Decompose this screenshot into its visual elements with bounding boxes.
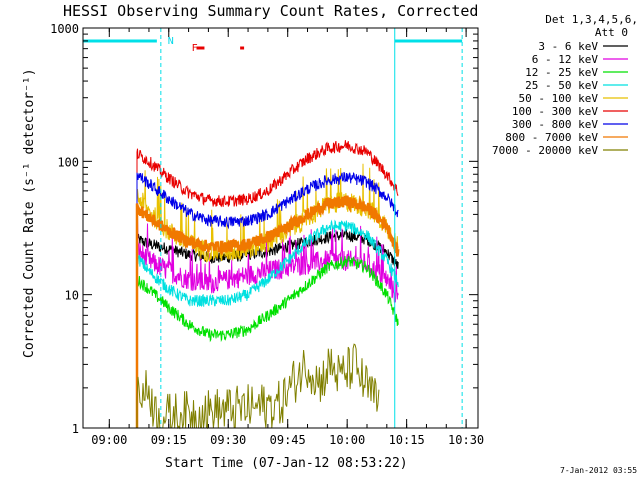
- series-7000-20000kev: [136, 343, 380, 430]
- series-300-800kev: [136, 171, 399, 428]
- series-100-300kev: [136, 140, 399, 428]
- series-line: [136, 343, 380, 430]
- overlay-layer: NF: [83, 28, 463, 428]
- series-3-6kev: [136, 229, 399, 428]
- series-layer: [135, 140, 400, 430]
- y-tick-label: 100: [57, 155, 79, 169]
- y-axis-label: Corrected Count Rate (s⁻¹ detector⁻¹): [22, 68, 37, 358]
- x-tick-label: 10:30: [448, 433, 484, 447]
- legend-entry-label: 25 - 50 keV: [525, 79, 598, 92]
- legend-entry-label: 12 - 25 keV: [525, 66, 598, 79]
- x-tick-label: 09:45: [270, 433, 306, 447]
- annotation-n: N: [168, 36, 174, 47]
- series-6-12kev: [136, 217, 399, 428]
- series-line: [136, 140, 399, 428]
- series-line: [135, 195, 400, 428]
- x-tick-label: 09:30: [210, 433, 246, 447]
- legend-entry-label: 50 - 100 keV: [519, 92, 599, 105]
- legend-header-line-1: Det 1,3,4,5,6,: [545, 13, 638, 26]
- plot-frame: [82, 27, 479, 429]
- x-axis-label: Start Time (07-Jan-12 08:53:22): [165, 456, 408, 471]
- series-25-50kev: [136, 219, 399, 428]
- legend-entry-label: 3 - 6 keV: [538, 40, 598, 53]
- y-tick-label: 10: [65, 289, 79, 303]
- series-line: [136, 217, 399, 428]
- x-tick-label: 09:00: [91, 433, 127, 447]
- series-line: [136, 171, 399, 428]
- x-tick-label: 10:15: [389, 433, 425, 447]
- y-tick-label: 1000: [50, 22, 79, 36]
- legend-entry-label: 7000 - 20000 keV: [492, 144, 598, 157]
- y-tick-label: 1: [72, 422, 79, 436]
- series-line: [136, 219, 399, 428]
- legend-header-line-2: Att 0: [595, 26, 628, 39]
- legend-entry-label: 800 - 7000 keV: [505, 131, 598, 144]
- series-12-25kev: [136, 255, 399, 428]
- timestamp: 7-Jan-2012 03:55: [560, 466, 637, 475]
- legend-entry-label: 100 - 300 keV: [512, 105, 598, 118]
- legend-entry-label: 6 - 12 keV: [532, 53, 599, 66]
- series-800-7000kev: [135, 195, 400, 428]
- axes-layer: 1 10 100 1000 09:00 09:15 09:30 09:45 10:00 10:15…: [50, 22, 484, 447]
- x-tick-label: 10:00: [329, 433, 365, 447]
- x-tick-label: 09:15: [151, 433, 187, 447]
- chart-title: HESSI Observing Summary Count Rates, Cor…: [63, 2, 478, 20]
- series-line: [136, 229, 399, 428]
- legend-entry-label: 300 - 800 keV: [512, 118, 598, 131]
- annotation-f: F: [192, 43, 198, 54]
- series-line: [136, 255, 399, 428]
